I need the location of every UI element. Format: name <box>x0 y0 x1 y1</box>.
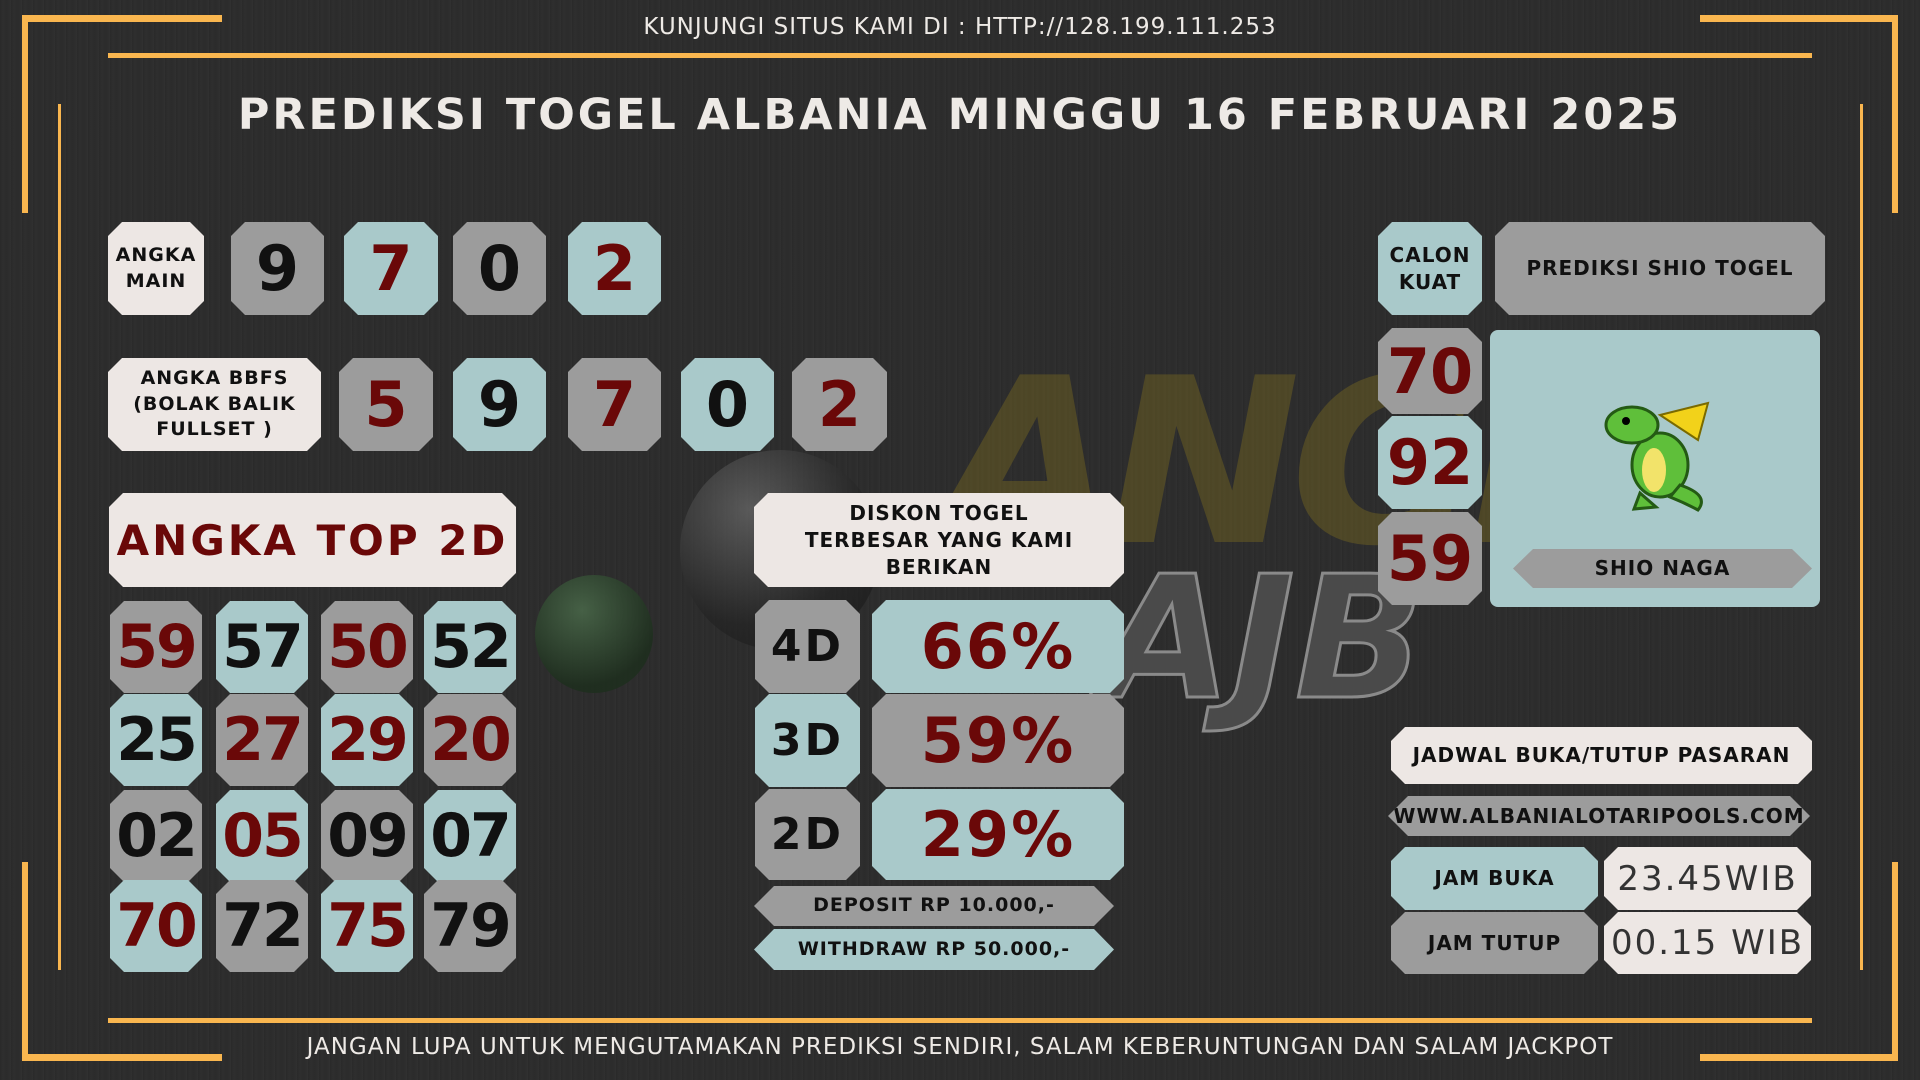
footer-text: JANGAN LUPA UNTUK MENGUTAMAKAN PREDIKSI … <box>306 1034 1614 1060</box>
jam-buka-value: 23.45WIB <box>1604 847 1811 910</box>
site-link[interactable]: KUNJUNGI SITUS KAMI DI : HTTP://128.199.… <box>643 14 1277 40</box>
diskon-value-2d: 29% <box>872 789 1124 880</box>
bbfs-digit: 0 <box>681 358 774 451</box>
calon-kuat-number: 59 <box>1378 512 1482 605</box>
top-2d-cell: 50 <box>321 601 413 693</box>
bbfs-label: ANGKA BBFS (BOLAK BALIK FULLSET ) <box>108 358 321 451</box>
shio-header: PREDIKSI SHIO TOGEL <box>1495 222 1825 315</box>
diskon-value-4d: 66% <box>872 600 1124 693</box>
diskon-type-3d: 3D <box>755 694 860 787</box>
top-2d-cell: 52 <box>424 601 516 693</box>
diskon-value-3d: 59% <box>872 694 1124 787</box>
dragon-icon <box>1604 401 1710 512</box>
shio-panel: SHIO NAGA <box>1490 330 1820 607</box>
top-2d-cell: 07 <box>424 790 516 882</box>
billiard-ball-six-icon <box>535 575 653 693</box>
website-link[interactable]: WWW.ALBANIALOTARIPOOLS.COM <box>1388 796 1810 836</box>
top-2d-cell: 02 <box>110 790 202 882</box>
page-title: PREDIKSI TOGEL ALBANIA MINGGU 16 FEBRUAR… <box>237 90 1683 140</box>
bbfs-digit: 9 <box>453 358 546 451</box>
top-2d-label: ANGKA TOP 2D <box>109 493 516 587</box>
top-2d-cell: 70 <box>110 880 202 972</box>
calon-kuat-number: 70 <box>1378 328 1482 414</box>
angka-main-digit: 0 <box>453 222 546 315</box>
top-2d-cell: 29 <box>321 694 413 786</box>
withdraw-label: WITHDRAW RP 50.000,- <box>754 929 1114 970</box>
bbfs-digit: 7 <box>568 358 661 451</box>
top-2d-cell: 27 <box>216 694 308 786</box>
diskon-type-4d: 4D <box>755 600 860 693</box>
angka-main-digit: 7 <box>344 222 438 315</box>
top-2d-cell: 09 <box>321 790 413 882</box>
top-2d-cell: 20 <box>424 694 516 786</box>
top-2d-cell: 79 <box>424 880 516 972</box>
bbfs-digit: 5 <box>339 358 433 451</box>
top-2d-cell: 57 <box>216 601 308 693</box>
angka-main-label: ANGKA MAIN <box>108 222 204 315</box>
top-2d-cell: 05 <box>216 790 308 882</box>
top-2d-cell: 75 <box>321 880 413 972</box>
calon-kuat-label: CALON KUAT <box>1378 222 1482 315</box>
jam-tutup-value: 00.15 WIB <box>1604 912 1811 974</box>
calon-kuat-number: 92 <box>1378 416 1482 509</box>
shio-name: SHIO NAGA <box>1513 549 1812 588</box>
jadwal-label: JADWAL BUKA/TUTUP PASARAN <box>1391 727 1812 784</box>
angka-main-digit: 2 <box>568 222 661 315</box>
jam-tutup-label: JAM TUTUP <box>1391 912 1598 974</box>
diskon-type-2d: 2D <box>755 789 860 880</box>
bbfs-digit: 2 <box>792 358 887 451</box>
deposit-label: DEPOSIT RP 10.000,- <box>754 886 1114 926</box>
jam-buka-label: JAM BUKA <box>1391 847 1598 910</box>
diskon-label: DISKON TOGEL TERBESAR YANG KAMI BERIKAN <box>754 493 1124 587</box>
top-2d-cell: 72 <box>216 880 308 972</box>
angka-main-digit: 9 <box>231 222 324 315</box>
top-2d-cell: 25 <box>110 694 202 786</box>
top-2d-cell: 59 <box>110 601 202 693</box>
watermark-logo-sub: AJB <box>1098 539 1425 740</box>
